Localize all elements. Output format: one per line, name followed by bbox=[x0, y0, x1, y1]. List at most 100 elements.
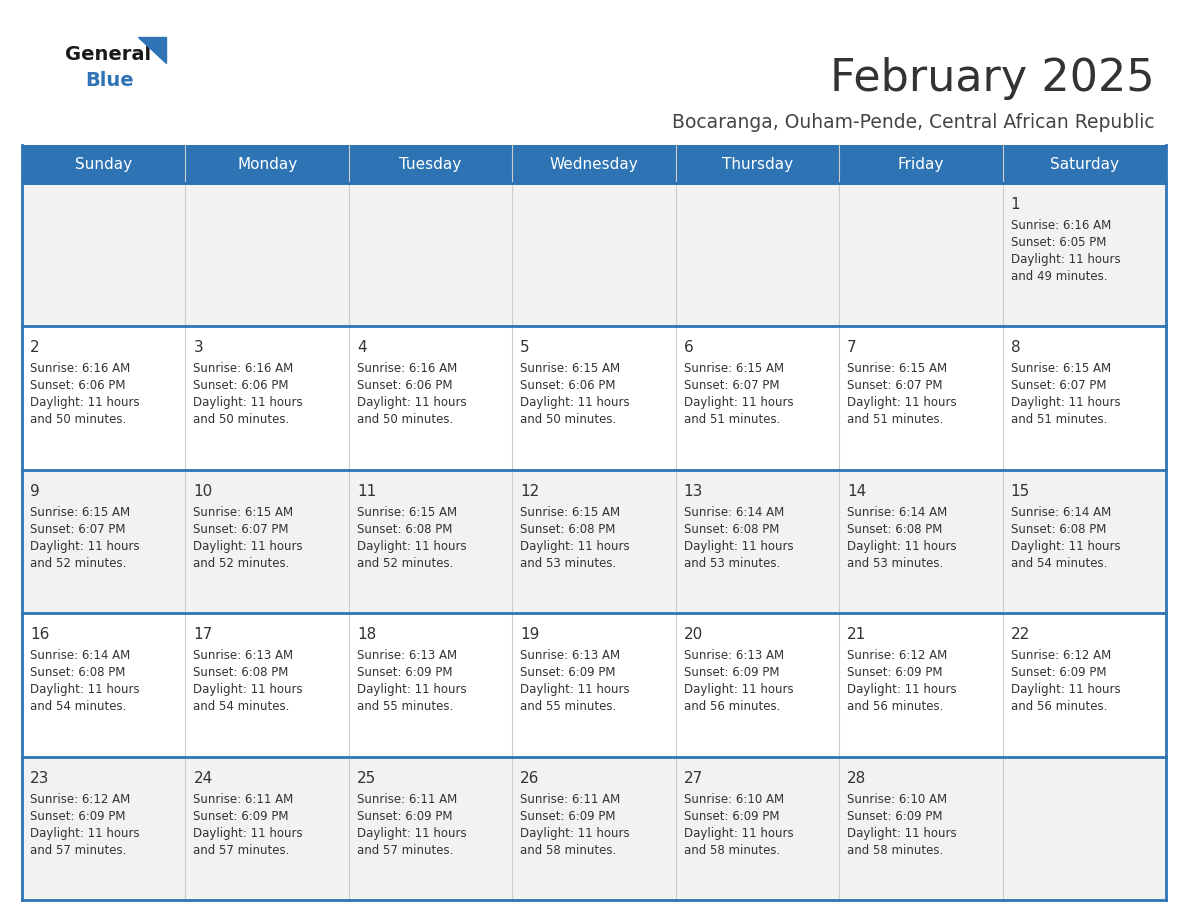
Text: Sunrise: 6:16 AM: Sunrise: 6:16 AM bbox=[1011, 219, 1111, 232]
Text: Sunrise: 6:13 AM: Sunrise: 6:13 AM bbox=[684, 649, 784, 662]
Text: Daylight: 11 hours: Daylight: 11 hours bbox=[520, 826, 630, 840]
Text: 24: 24 bbox=[194, 770, 213, 786]
Text: Sunrise: 6:14 AM: Sunrise: 6:14 AM bbox=[847, 506, 947, 519]
Text: Friday: Friday bbox=[898, 156, 944, 172]
Text: and 52 minutes.: and 52 minutes. bbox=[30, 557, 126, 570]
Text: Sunset: 6:08 PM: Sunset: 6:08 PM bbox=[520, 522, 615, 536]
Text: Daylight: 11 hours: Daylight: 11 hours bbox=[684, 683, 794, 696]
Text: Sunrise: 6:15 AM: Sunrise: 6:15 AM bbox=[30, 506, 131, 519]
Text: Sunset: 6:09 PM: Sunset: 6:09 PM bbox=[684, 810, 779, 823]
Text: 14: 14 bbox=[847, 484, 866, 498]
Text: Sunset: 6:09 PM: Sunset: 6:09 PM bbox=[194, 810, 289, 823]
Bar bbox=[23, 470, 1165, 613]
Text: and 57 minutes.: and 57 minutes. bbox=[194, 844, 290, 856]
Text: 19: 19 bbox=[520, 627, 539, 643]
Text: and 58 minutes.: and 58 minutes. bbox=[847, 844, 943, 856]
Text: 20: 20 bbox=[684, 627, 703, 643]
Text: Tuesday: Tuesday bbox=[399, 156, 462, 172]
Text: Daylight: 11 hours: Daylight: 11 hours bbox=[194, 540, 303, 553]
Text: Sunset: 6:09 PM: Sunset: 6:09 PM bbox=[847, 666, 942, 679]
Text: Sunrise: 6:16 AM: Sunrise: 6:16 AM bbox=[30, 363, 131, 375]
Text: Sunrise: 6:16 AM: Sunrise: 6:16 AM bbox=[194, 363, 293, 375]
Text: Daylight: 11 hours: Daylight: 11 hours bbox=[684, 397, 794, 409]
Text: Sunset: 6:08 PM: Sunset: 6:08 PM bbox=[1011, 522, 1106, 536]
Text: 3: 3 bbox=[194, 341, 203, 355]
Text: and 58 minutes.: and 58 minutes. bbox=[684, 844, 781, 856]
Text: 22: 22 bbox=[1011, 627, 1030, 643]
Bar bbox=[23, 756, 1165, 900]
Text: Thursday: Thursday bbox=[722, 156, 794, 172]
Text: and 56 minutes.: and 56 minutes. bbox=[847, 700, 943, 713]
Text: 5: 5 bbox=[520, 341, 530, 355]
Text: Sunset: 6:09 PM: Sunset: 6:09 PM bbox=[520, 810, 615, 823]
Text: 23: 23 bbox=[30, 770, 50, 786]
Text: February 2025: February 2025 bbox=[830, 57, 1155, 99]
Text: Sunrise: 6:10 AM: Sunrise: 6:10 AM bbox=[684, 792, 784, 806]
Bar bbox=[23, 327, 1165, 470]
Text: Sunset: 6:06 PM: Sunset: 6:06 PM bbox=[30, 379, 126, 392]
Text: Daylight: 11 hours: Daylight: 11 hours bbox=[847, 683, 956, 696]
Text: 9: 9 bbox=[30, 484, 39, 498]
Text: and 51 minutes.: and 51 minutes. bbox=[847, 413, 943, 426]
Text: Wednesday: Wednesday bbox=[550, 156, 638, 172]
Text: 15: 15 bbox=[1011, 484, 1030, 498]
Text: and 53 minutes.: and 53 minutes. bbox=[847, 557, 943, 570]
Text: Sunset: 6:09 PM: Sunset: 6:09 PM bbox=[847, 810, 942, 823]
Bar bbox=[676, 145, 839, 183]
Text: Daylight: 11 hours: Daylight: 11 hours bbox=[30, 683, 140, 696]
Text: Sunrise: 6:15 AM: Sunrise: 6:15 AM bbox=[520, 506, 620, 519]
Text: Sunrise: 6:15 AM: Sunrise: 6:15 AM bbox=[847, 363, 947, 375]
Text: and 52 minutes.: and 52 minutes. bbox=[194, 557, 290, 570]
Text: and 53 minutes.: and 53 minutes. bbox=[684, 557, 781, 570]
Text: 1: 1 bbox=[1011, 197, 1020, 212]
Text: Sunrise: 6:15 AM: Sunrise: 6:15 AM bbox=[356, 506, 457, 519]
Text: 11: 11 bbox=[356, 484, 377, 498]
Text: 25: 25 bbox=[356, 770, 377, 786]
Text: Blue: Blue bbox=[86, 72, 133, 91]
Text: and 55 minutes.: and 55 minutes. bbox=[356, 700, 453, 713]
Text: Daylight: 11 hours: Daylight: 11 hours bbox=[194, 683, 303, 696]
Text: Daylight: 11 hours: Daylight: 11 hours bbox=[356, 540, 467, 553]
Bar bbox=[23, 145, 185, 183]
Text: 28: 28 bbox=[847, 770, 866, 786]
Text: and 56 minutes.: and 56 minutes. bbox=[684, 700, 781, 713]
Text: 18: 18 bbox=[356, 627, 377, 643]
Text: Sunset: 6:06 PM: Sunset: 6:06 PM bbox=[520, 379, 615, 392]
Text: Sunrise: 6:10 AM: Sunrise: 6:10 AM bbox=[847, 792, 947, 806]
Text: Daylight: 11 hours: Daylight: 11 hours bbox=[520, 397, 630, 409]
Text: Sunrise: 6:15 AM: Sunrise: 6:15 AM bbox=[1011, 363, 1111, 375]
Text: and 53 minutes.: and 53 minutes. bbox=[520, 557, 617, 570]
Text: Sunrise: 6:14 AM: Sunrise: 6:14 AM bbox=[30, 649, 131, 662]
Text: Sunset: 6:05 PM: Sunset: 6:05 PM bbox=[1011, 236, 1106, 249]
Text: Sunset: 6:08 PM: Sunset: 6:08 PM bbox=[684, 522, 779, 536]
Text: 16: 16 bbox=[30, 627, 50, 643]
Text: 13: 13 bbox=[684, 484, 703, 498]
Text: Sunrise: 6:14 AM: Sunrise: 6:14 AM bbox=[684, 506, 784, 519]
Text: Daylight: 11 hours: Daylight: 11 hours bbox=[684, 540, 794, 553]
Text: Daylight: 11 hours: Daylight: 11 hours bbox=[520, 683, 630, 696]
Text: Sunset: 6:09 PM: Sunset: 6:09 PM bbox=[356, 666, 453, 679]
Text: Daylight: 11 hours: Daylight: 11 hours bbox=[847, 397, 956, 409]
Text: Sunset: 6:08 PM: Sunset: 6:08 PM bbox=[194, 666, 289, 679]
Text: 6: 6 bbox=[684, 341, 694, 355]
Text: 12: 12 bbox=[520, 484, 539, 498]
Text: Sunset: 6:07 PM: Sunset: 6:07 PM bbox=[847, 379, 942, 392]
Text: Daylight: 11 hours: Daylight: 11 hours bbox=[1011, 397, 1120, 409]
Text: Sunrise: 6:12 AM: Sunrise: 6:12 AM bbox=[847, 649, 947, 662]
Text: Daylight: 11 hours: Daylight: 11 hours bbox=[1011, 540, 1120, 553]
Text: and 51 minutes.: and 51 minutes. bbox=[684, 413, 781, 426]
Text: Sunset: 6:08 PM: Sunset: 6:08 PM bbox=[847, 522, 942, 536]
Text: Sunrise: 6:15 AM: Sunrise: 6:15 AM bbox=[520, 363, 620, 375]
Text: and 55 minutes.: and 55 minutes. bbox=[520, 700, 617, 713]
Text: Sunrise: 6:13 AM: Sunrise: 6:13 AM bbox=[356, 649, 457, 662]
Text: Sunrise: 6:11 AM: Sunrise: 6:11 AM bbox=[356, 792, 457, 806]
Text: 27: 27 bbox=[684, 770, 703, 786]
Text: Sunset: 6:06 PM: Sunset: 6:06 PM bbox=[194, 379, 289, 392]
Text: and 57 minutes.: and 57 minutes. bbox=[30, 844, 126, 856]
Text: Daylight: 11 hours: Daylight: 11 hours bbox=[356, 397, 467, 409]
Text: Sunrise: 6:13 AM: Sunrise: 6:13 AM bbox=[194, 649, 293, 662]
Text: Sunset: 6:09 PM: Sunset: 6:09 PM bbox=[684, 666, 779, 679]
Text: 10: 10 bbox=[194, 484, 213, 498]
Text: Sunrise: 6:11 AM: Sunrise: 6:11 AM bbox=[194, 792, 293, 806]
Text: Sunrise: 6:15 AM: Sunrise: 6:15 AM bbox=[194, 506, 293, 519]
